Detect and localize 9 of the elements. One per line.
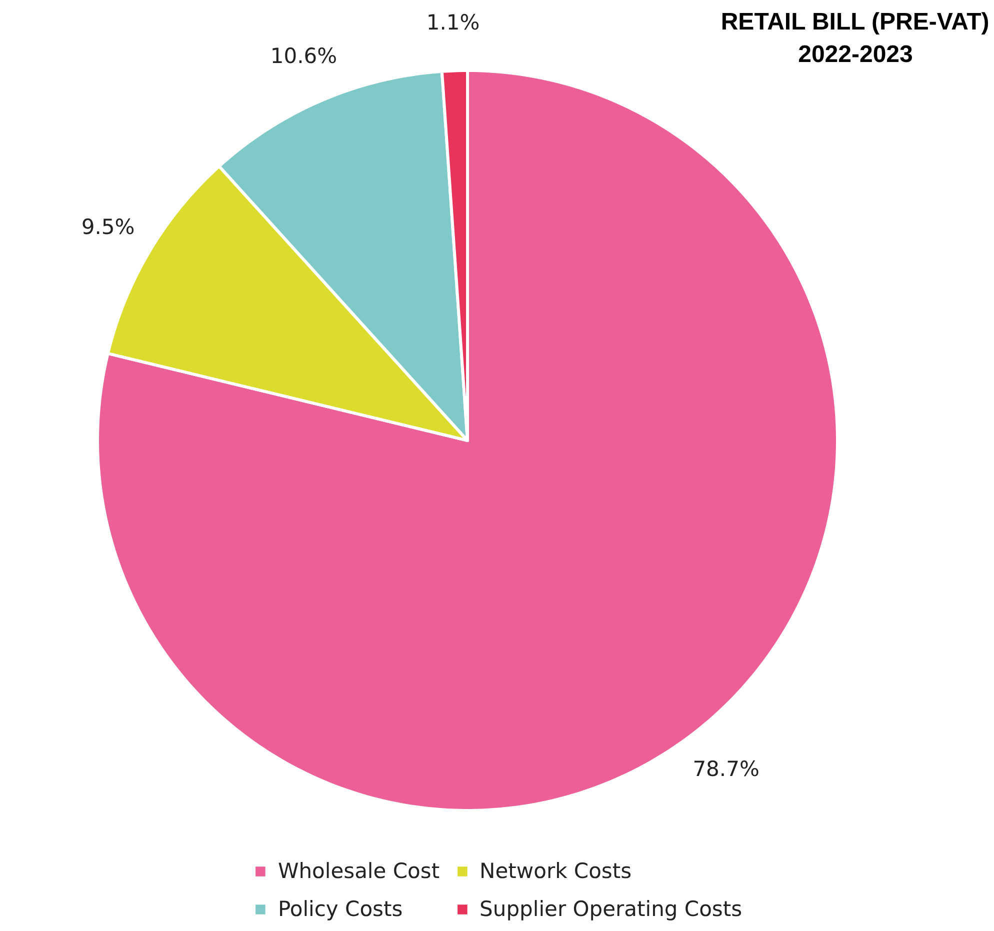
data-label: 78.7% [692, 757, 760, 782]
legend-label: Network Costs [480, 859, 632, 883]
data-label: 1.1% [426, 10, 480, 35]
legend-label: Supplier Operating Costs [480, 897, 742, 921]
legend-label: Policy Costs [278, 897, 403, 921]
data-label: 10.6% [270, 44, 338, 68]
data-label: 9.5% [81, 214, 135, 239]
text: RETAIL BILL (PRE-VAT) 2022-2023 [720, 8, 990, 68]
legend-label: Wholesale Cost [278, 859, 440, 883]
